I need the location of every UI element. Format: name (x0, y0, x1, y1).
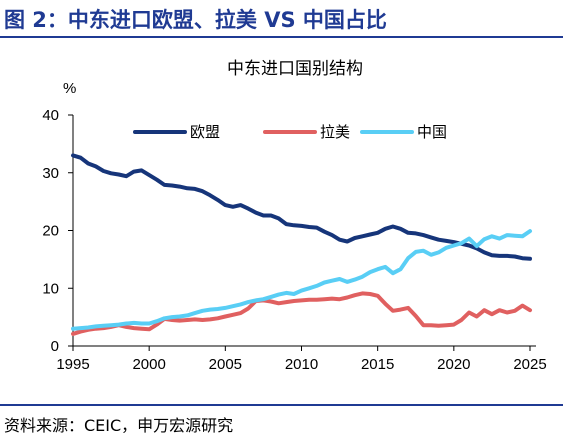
footer-rule (0, 404, 563, 406)
x-tick-label: 2010 (285, 356, 318, 373)
series-line-0 (71, 153, 532, 261)
x-tick-label: 1995 (56, 356, 89, 373)
y-axis-unit-label: % (63, 80, 76, 97)
y-tick-label: 20 (42, 223, 59, 240)
source-note: 资料来源：CEIC，申万宏源研究 (4, 416, 234, 435)
y-tick-label: 40 (42, 107, 59, 124)
y-tick-label: 30 (42, 165, 59, 182)
series-layer (71, 153, 532, 336)
x-tick-label: 2025 (513, 356, 546, 373)
header-rule (0, 36, 563, 38)
y-tick-label: 10 (42, 280, 59, 297)
chart-title: 中东进口国别结构 (227, 59, 363, 79)
legend-label-0: 欧盟 (190, 123, 220, 141)
x-tick-label: 2005 (209, 356, 242, 373)
y-tick-label: 0 (51, 338, 59, 355)
figure-header: 图 2：中东进口欧盟、拉美 VS 中国占比 (0, 0, 563, 38)
x-tick-label: 2020 (437, 356, 470, 373)
series-line-1 (71, 291, 532, 336)
series-line-2 (71, 229, 532, 331)
line-chart: 中东进口国别结构 % 0 10 20 30 40 1995 2000 2005 2010 2015… (42, 59, 546, 373)
x-tick-label: 2015 (361, 356, 394, 373)
axes: 0 10 20 30 40 1995 2000 2005 2010 2015 2020 2025 (42, 107, 546, 373)
legend: 欧盟 拉美 中国 (133, 123, 447, 141)
figure-footer: 资料来源：CEIC，申万宏源研究 (0, 404, 563, 442)
legend-label-2: 中国 (417, 123, 447, 141)
figure-title: 图 2：中东进口欧盟、拉美 VS 中国占比 (4, 8, 387, 32)
x-tick-label: 2000 (132, 356, 165, 373)
legend-label-1: 拉美 (320, 123, 350, 141)
